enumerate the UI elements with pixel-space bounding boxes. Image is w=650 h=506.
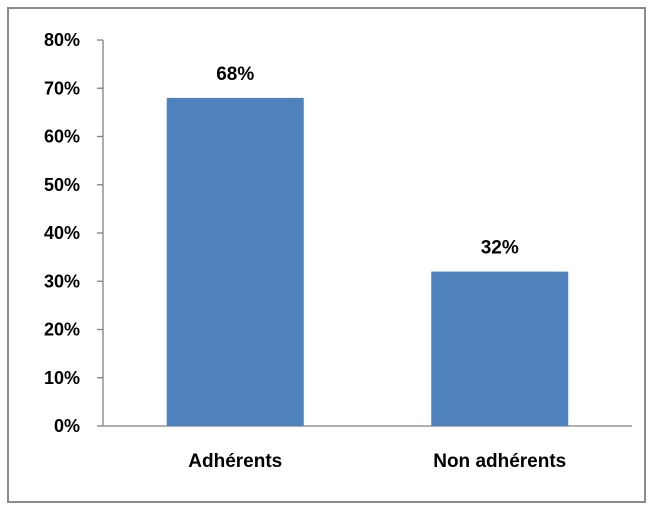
y-axis: 0% 10% 20% 30% 40% 50% 60% 70% 80% [44, 30, 104, 436]
bar [431, 271, 569, 426]
y-tick-label: 20% [44, 320, 80, 340]
y-tick-label: 70% [44, 78, 80, 98]
y-tick-label: 60% [44, 127, 80, 147]
bar-value-label: 32% [481, 238, 519, 259]
y-tick-label: 40% [44, 223, 80, 243]
y-tick-label: 50% [44, 175, 80, 195]
x-axis: Adhérents Non adhérents [103, 425, 632, 472]
x-category-label: Non adhérents [433, 451, 566, 472]
y-tick-label: 0% [54, 416, 80, 436]
y-tick-label: 80% [44, 30, 80, 50]
bars: 68% 32% [166, 64, 569, 427]
bar [166, 97, 304, 427]
y-tick-label: 10% [44, 368, 80, 388]
y-tick-label: 30% [44, 271, 80, 291]
x-category-label: Adhérents [188, 451, 282, 472]
bar-value-label: 68% [216, 64, 254, 85]
